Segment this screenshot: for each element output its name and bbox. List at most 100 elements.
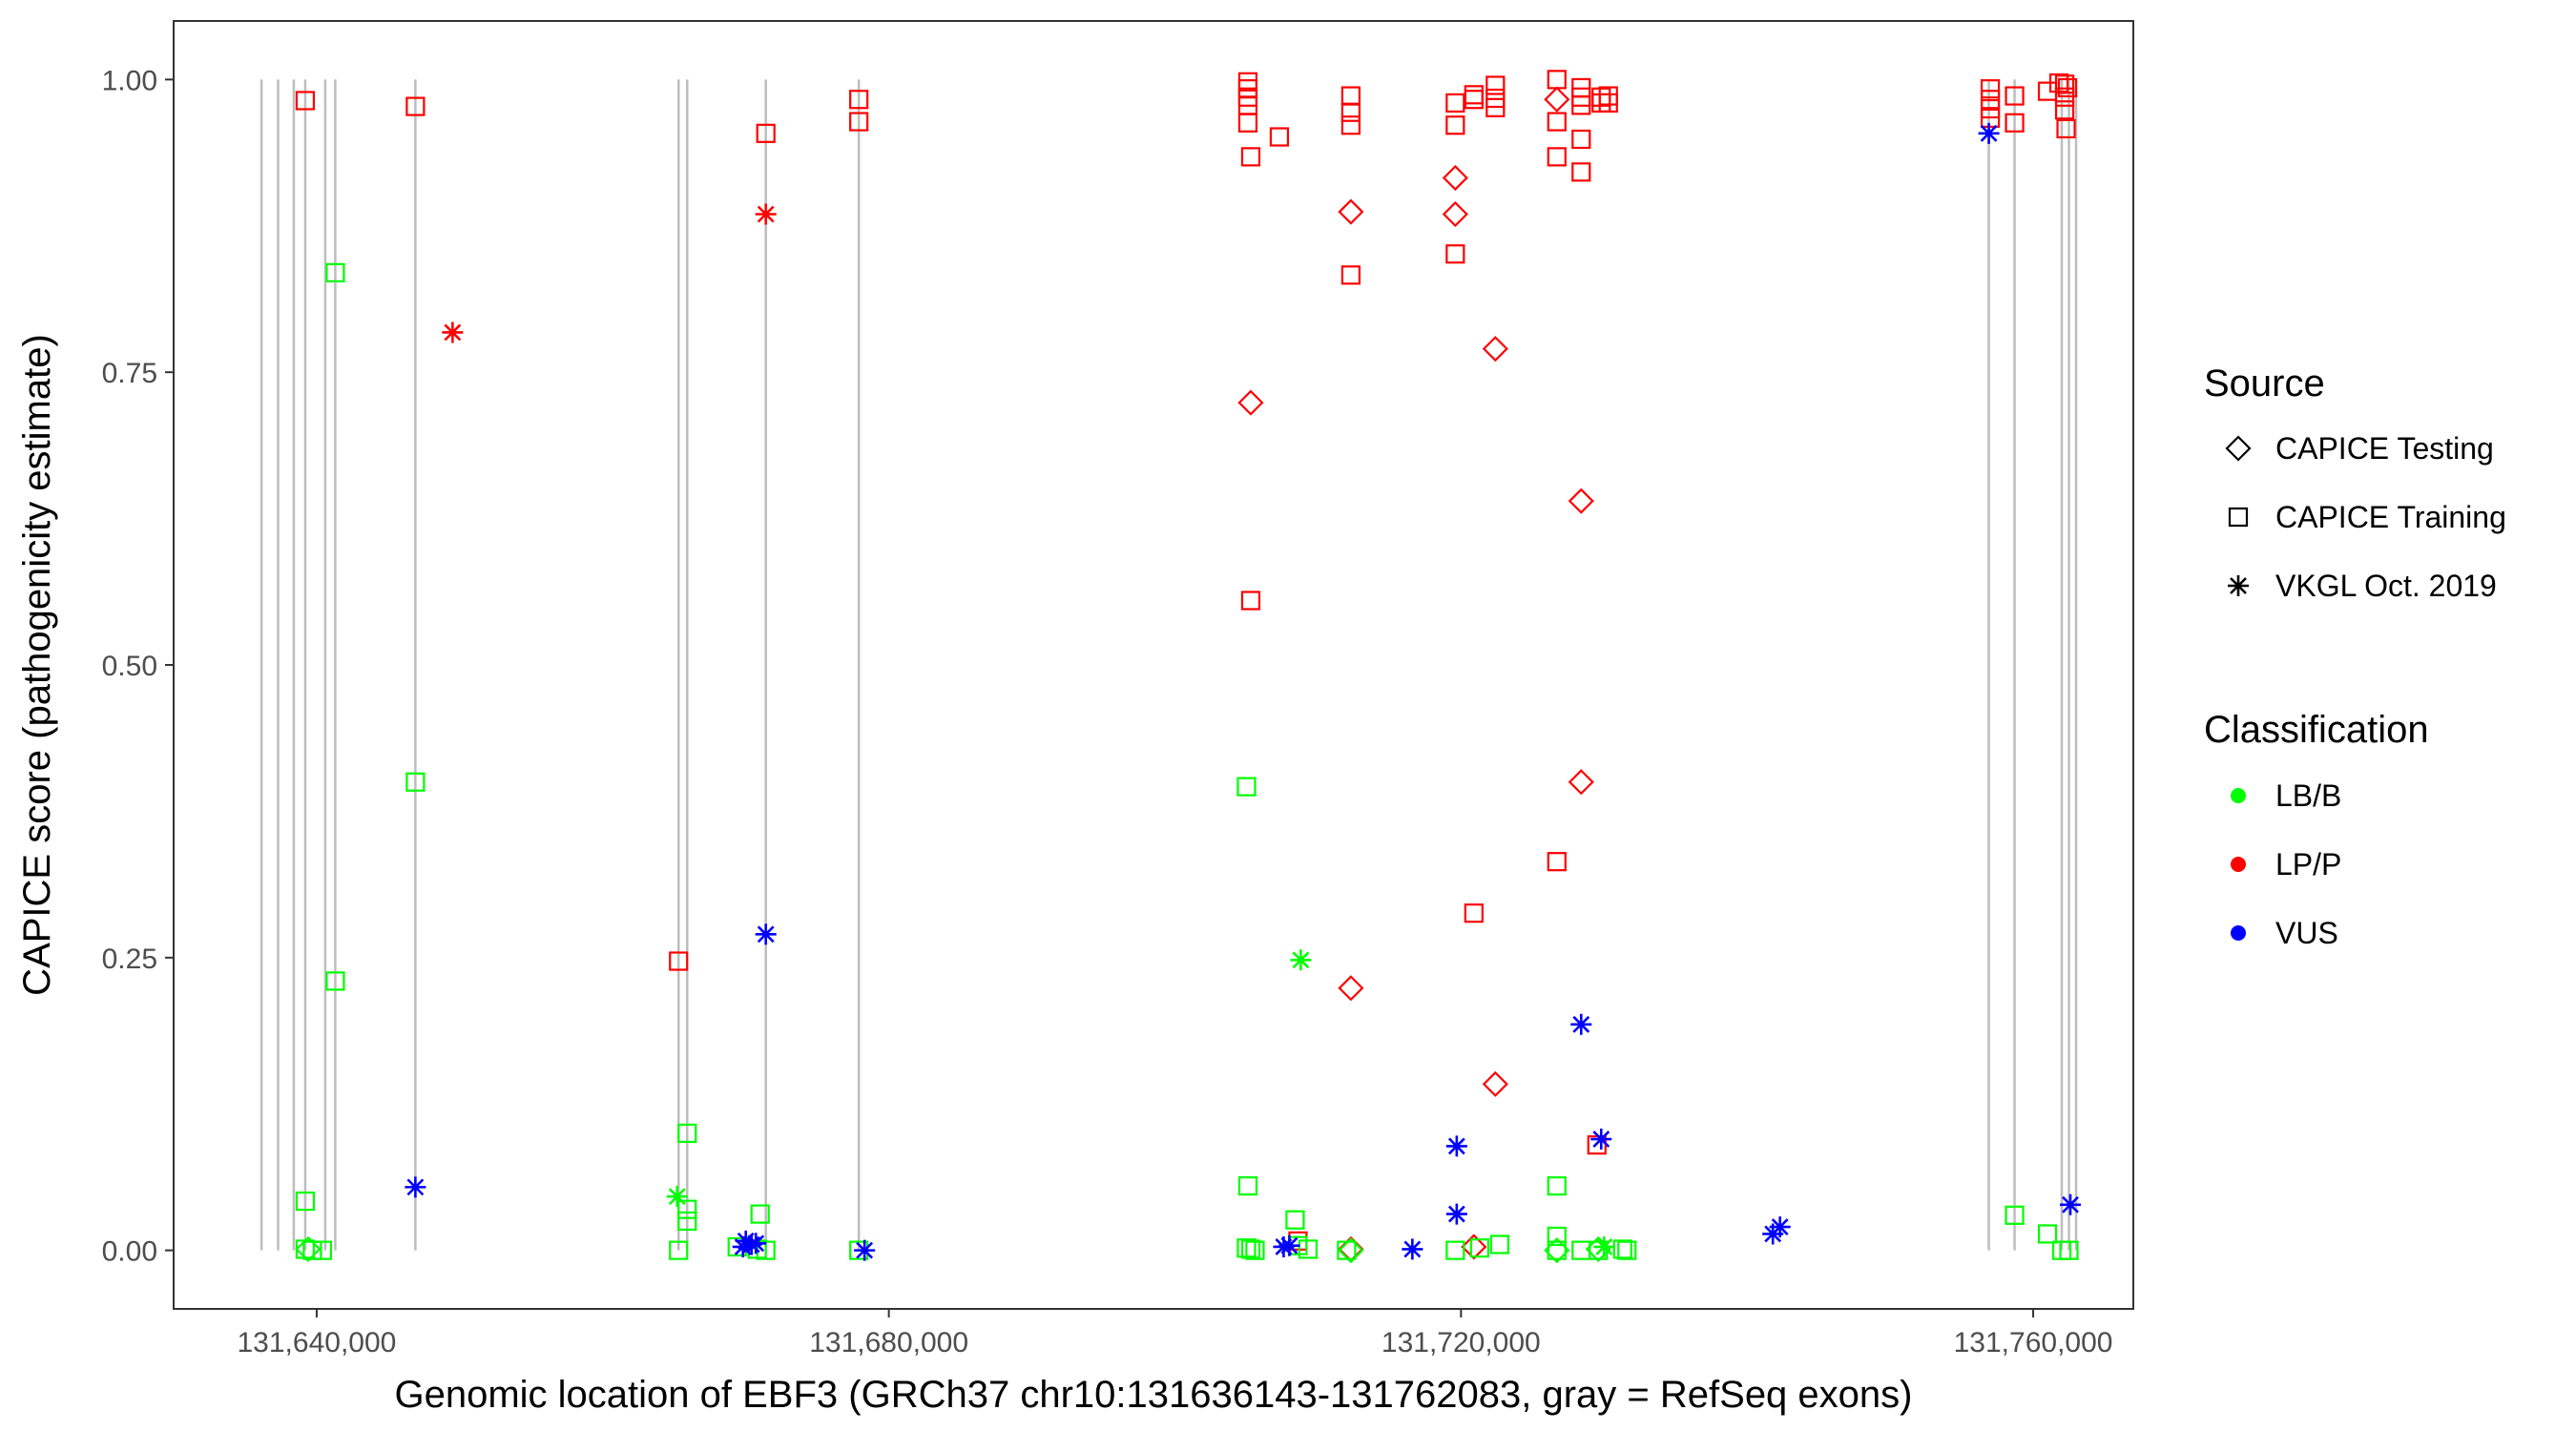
legend-key-dot <box>2231 788 2246 803</box>
data-point-square <box>1547 1240 1567 1260</box>
data-point-square <box>2005 1205 2025 1225</box>
data-point-square <box>2005 113 2025 133</box>
data-point-square <box>295 1191 316 1212</box>
series-lp-p-square <box>295 70 2078 1251</box>
legend-title-classification: Classification <box>2204 709 2429 751</box>
data-point-diamond <box>1482 1070 1508 1097</box>
data-point-diamond <box>1482 336 1508 363</box>
data-point-square <box>1285 1210 1305 1230</box>
exon-lines <box>260 79 2078 1251</box>
data-point-square <box>1571 162 1591 182</box>
data-point-square <box>1240 147 1261 167</box>
data-point-square <box>1445 115 1465 135</box>
data-point-square <box>1445 93 1465 114</box>
data-point-square <box>1547 1226 1567 1247</box>
data-point-square <box>1485 75 1506 95</box>
data-point-diamond <box>1442 164 1468 192</box>
data-point-star <box>1278 1234 1300 1256</box>
data-point-square <box>325 262 345 282</box>
data-point-star <box>1593 1235 1615 1257</box>
data-point-square <box>2054 74 2075 94</box>
data-point-square <box>677 1199 697 1219</box>
data-point-square <box>1591 87 1611 107</box>
x-tick-label: 131,720,000 <box>1381 1327 1541 1358</box>
x-tick-label: 131,680,000 <box>809 1327 968 1358</box>
legend-label: LB/B <box>2275 778 2341 813</box>
data-point-diamond <box>1237 389 1264 416</box>
data-point-diamond <box>1338 975 1364 1002</box>
data-point-square <box>1245 1240 1265 1260</box>
legend-key-dot <box>2231 925 2246 941</box>
data-point-square <box>1547 1176 1567 1196</box>
data-point-square <box>1269 127 1290 147</box>
data-point-square <box>677 1123 697 1144</box>
series-lb-b-star <box>666 949 1615 1257</box>
data-point-star <box>405 1176 426 1198</box>
data-points <box>295 70 2082 1264</box>
axes: 131,640,000 131,680,000 131,720,000 131,760… <box>102 65 2113 1358</box>
legend-key-dot <box>2231 857 2246 872</box>
data-point-diamond <box>1461 1234 1487 1260</box>
data-point-square <box>2054 100 2075 120</box>
data-point-star <box>755 203 777 225</box>
data-point-square <box>1571 129 1591 150</box>
data-point-star <box>735 1230 757 1252</box>
data-point-diamond <box>1338 198 1364 225</box>
data-point-square <box>849 90 869 110</box>
data-point-square <box>1340 102 1361 122</box>
data-point-square <box>1980 79 2001 99</box>
data-point-square <box>750 1204 770 1224</box>
data-point-square <box>2056 118 2076 139</box>
data-point-square <box>1340 115 1361 135</box>
data-point-square <box>405 772 426 792</box>
data-point-square <box>1445 244 1465 264</box>
legend: Source CAPICE Testing CAPICE Training VKGL… <box>2204 363 2506 950</box>
data-point-diamond <box>1544 86 1570 113</box>
x-tick-label: 131,640,000 <box>238 1327 397 1358</box>
data-point-square <box>1547 70 1567 90</box>
data-point-square <box>1571 95 1591 115</box>
series-lb-b-square <box>295 262 2079 1260</box>
data-point-square <box>1591 93 1611 114</box>
data-point-square <box>1340 265 1361 285</box>
data-point-square <box>669 951 689 971</box>
data-point-square <box>1340 86 1361 106</box>
data-point-diamond <box>295 1235 322 1262</box>
data-point-diamond <box>1442 200 1468 228</box>
legend-label: CAPICE Testing <box>2275 431 2494 466</box>
y-tick-label: 1.00 <box>102 65 157 96</box>
data-point-square <box>1464 90 1484 110</box>
y-tick-label: 0.50 <box>102 651 157 682</box>
data-point-star <box>442 321 464 343</box>
legend-label: CAPICE Training <box>2275 500 2506 534</box>
data-point-square <box>849 112 869 132</box>
data-point-square <box>1547 852 1567 872</box>
data-point-square <box>1298 1239 1319 1259</box>
data-point-square <box>1598 86 1618 106</box>
data-point-square <box>1980 108 2001 128</box>
data-point-diamond <box>1568 487 1594 514</box>
legend-label: VUS <box>2275 916 2338 950</box>
data-point-square <box>1485 97 1506 117</box>
data-point-star <box>1402 1238 1423 1260</box>
data-point-square <box>756 123 776 143</box>
data-point-square <box>295 91 316 111</box>
plot-panel-border <box>173 20 2134 1310</box>
data-point-square <box>1445 1240 1465 1260</box>
series-lp-p-star <box>442 203 777 343</box>
data-point-star <box>666 1186 688 1208</box>
data-point-star <box>1445 1203 1467 1225</box>
data-point-square <box>677 1211 697 1232</box>
legend-label: LP/P <box>2275 847 2341 881</box>
data-point-square <box>1469 1238 1489 1258</box>
data-point-star <box>732 1235 754 1257</box>
data-point-square <box>2054 87 2075 107</box>
data-point-square <box>1598 93 1618 114</box>
data-point-star <box>1769 1216 1791 1238</box>
data-point-star <box>1290 949 1312 971</box>
legend-key-square <box>2228 507 2249 528</box>
data-point-square <box>1240 591 1261 611</box>
data-point-square <box>2005 86 2025 106</box>
x-tick-label: 131,760,000 <box>1954 1327 2113 1358</box>
